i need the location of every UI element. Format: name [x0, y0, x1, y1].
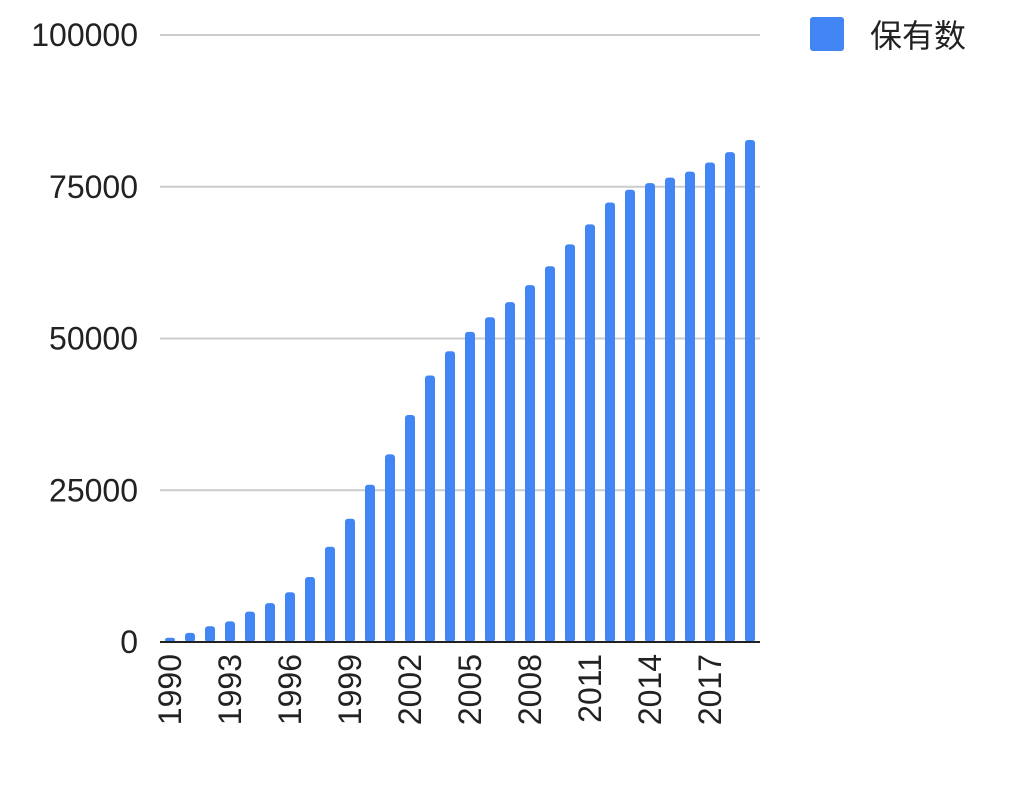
bar-2000 [365, 484, 375, 642]
bar-2009 [545, 266, 555, 642]
bar-2002 [405, 414, 415, 642]
bar-2013 [625, 189, 635, 642]
x-tick-label: 2008 [512, 654, 548, 725]
bar-2015 [665, 177, 675, 642]
y-tick-label: 25000 [49, 472, 138, 508]
x-tick-label: 1993 [212, 654, 248, 725]
bar-2004 [445, 351, 455, 642]
bar-1991 [185, 632, 195, 642]
x-tick-label: 2002 [392, 654, 428, 725]
legend: 保有数 [810, 17, 966, 55]
legend-swatch [810, 17, 844, 51]
bars [165, 140, 755, 643]
y-tick-label: 100000 [31, 17, 138, 53]
x-tick-label: 1990 [152, 654, 188, 725]
y-axis-tick-labels: 0 25000 50000 75000 100000 [31, 17, 138, 660]
bar-2017 [705, 162, 715, 642]
bar-2007 [505, 302, 515, 642]
bar-1996 [285, 592, 295, 642]
y-tick-label: 50000 [49, 321, 138, 357]
bar-2001 [385, 454, 395, 642]
bar-2014 [645, 183, 655, 642]
bar-2011 [585, 224, 595, 642]
x-tick-label: 1996 [272, 654, 308, 725]
legend-label: 保有数 [870, 17, 966, 55]
bar-2016 [685, 171, 695, 642]
bar-2010 [565, 244, 575, 643]
x-axis-tick-labels: 1990 1993 1996 1999 2002 2005 2008 2011 2014 2017 [152, 654, 728, 725]
y-tick-label: 0 [120, 624, 138, 660]
x-tick-label: 2011 [572, 654, 608, 723]
bar-2008 [525, 285, 535, 642]
bar-1994 [245, 611, 255, 642]
bar-2018 [725, 152, 735, 642]
bar-1990 [165, 637, 175, 642]
x-tick-label: 2005 [452, 654, 488, 725]
bar-2005 [465, 331, 475, 642]
bar-2012 [605, 202, 615, 643]
x-tick-label: 2014 [632, 654, 668, 725]
y-tick-label: 75000 [49, 169, 138, 205]
bar-2006 [485, 317, 495, 642]
bar-2003 [425, 375, 435, 642]
bar-1997 [305, 577, 315, 642]
bar-1999 [345, 518, 355, 642]
x-tick-label: 2017 [692, 654, 728, 725]
bar-1992 [205, 626, 215, 642]
x-tick-label: 1999 [332, 654, 368, 725]
gridlines [160, 34, 760, 492]
bar-1993 [225, 621, 235, 642]
bar-2019 [745, 140, 755, 643]
bar-1998 [325, 546, 335, 642]
bar-1995 [265, 603, 275, 642]
